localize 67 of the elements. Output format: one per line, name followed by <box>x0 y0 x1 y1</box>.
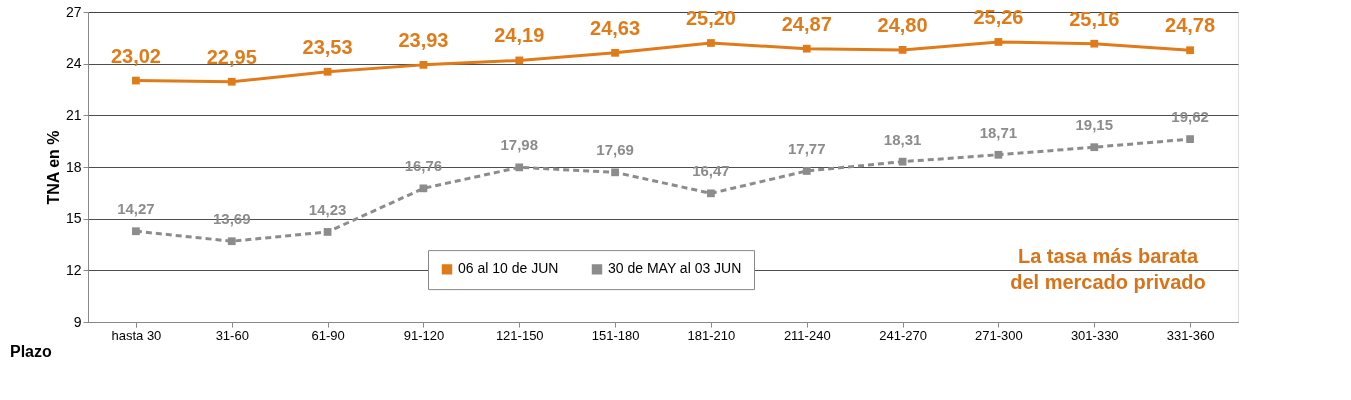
point <box>323 228 332 236</box>
point <box>515 163 524 172</box>
data-label: 17,98 <box>500 136 539 154</box>
point <box>994 150 1003 159</box>
data-label: 23,02 <box>110 44 161 67</box>
data-label: 14,23 <box>308 200 347 218</box>
point <box>611 48 619 57</box>
point <box>707 189 715 198</box>
x-tick-label: 271-300 <box>975 327 1023 343</box>
point <box>323 67 332 76</box>
x-tick-label: 91-120 <box>403 327 445 343</box>
x-tick-label: 61-90 <box>311 327 345 343</box>
data-label: 17,69 <box>596 141 634 159</box>
point <box>132 227 140 236</box>
y-tick-label: 9 <box>73 313 82 330</box>
point <box>227 237 236 246</box>
point <box>132 76 140 85</box>
x-tick-label: 241-270 <box>879 327 927 343</box>
data-label: 24,80 <box>877 13 928 36</box>
data-label: 22,95 <box>206 45 257 68</box>
x-axis-title: Plazo <box>10 343 53 360</box>
point <box>707 39 715 47</box>
x-tick-label: 121-150 <box>495 327 544 343</box>
annotation: La tasa más barata del mercado privado <box>1010 245 1206 293</box>
data-label: 24,78 <box>1165 14 1216 37</box>
point <box>1186 46 1194 55</box>
x-tick-label: 181-210 <box>687 327 736 343</box>
point <box>515 56 524 65</box>
data-label: 23,53 <box>302 35 353 58</box>
point <box>802 44 811 53</box>
x-tick-label: 31-60 <box>215 327 249 343</box>
legend-label: 06 al 10 de JUN <box>458 260 559 277</box>
data-label: 24,19 <box>494 24 545 47</box>
point <box>802 167 811 175</box>
point <box>419 184 428 193</box>
point <box>994 38 1003 46</box>
point <box>227 77 236 86</box>
point <box>419 61 428 69</box>
point <box>898 157 907 166</box>
point <box>611 168 619 177</box>
y-tick-label: 24 <box>65 55 82 72</box>
y-tick-label: 12 <box>65 261 82 278</box>
data-label: 14,27 <box>117 200 155 218</box>
point <box>1090 39 1099 48</box>
point <box>1186 135 1194 143</box>
x-tick-label: 301-330 <box>1070 327 1119 343</box>
y-tick-label: 21 <box>65 106 82 123</box>
point <box>1090 143 1099 152</box>
y-tick-label: 15 <box>65 210 82 227</box>
legend-label: 30 de MAY al 03 JUN <box>608 260 742 277</box>
x-tick-label: 211-240 <box>783 327 831 343</box>
x-tick-label: 151-180 <box>591 327 640 343</box>
x-tick-label: hasta 30 <box>111 327 162 343</box>
data-label: 25,20 <box>685 7 736 29</box>
x-tick-label: 331-360 <box>1166 327 1215 343</box>
data-label: 24,87 <box>781 12 832 35</box>
point <box>898 46 907 54</box>
data-label: 18,71 <box>979 123 1018 141</box>
data-label: 25,16 <box>1069 7 1120 30</box>
data-label: 19,15 <box>1075 116 1114 134</box>
data-label: 17,77 <box>787 139 826 157</box>
y-tick-label: 18 <box>65 158 82 175</box>
y-tick-label: 27 <box>65 3 82 20</box>
data-label: 24,63 <box>590 16 641 39</box>
data-label: 23,93 <box>398 28 449 51</box>
y-axis-title: TNA en % <box>44 130 62 205</box>
data-label: 18,31 <box>883 130 922 148</box>
